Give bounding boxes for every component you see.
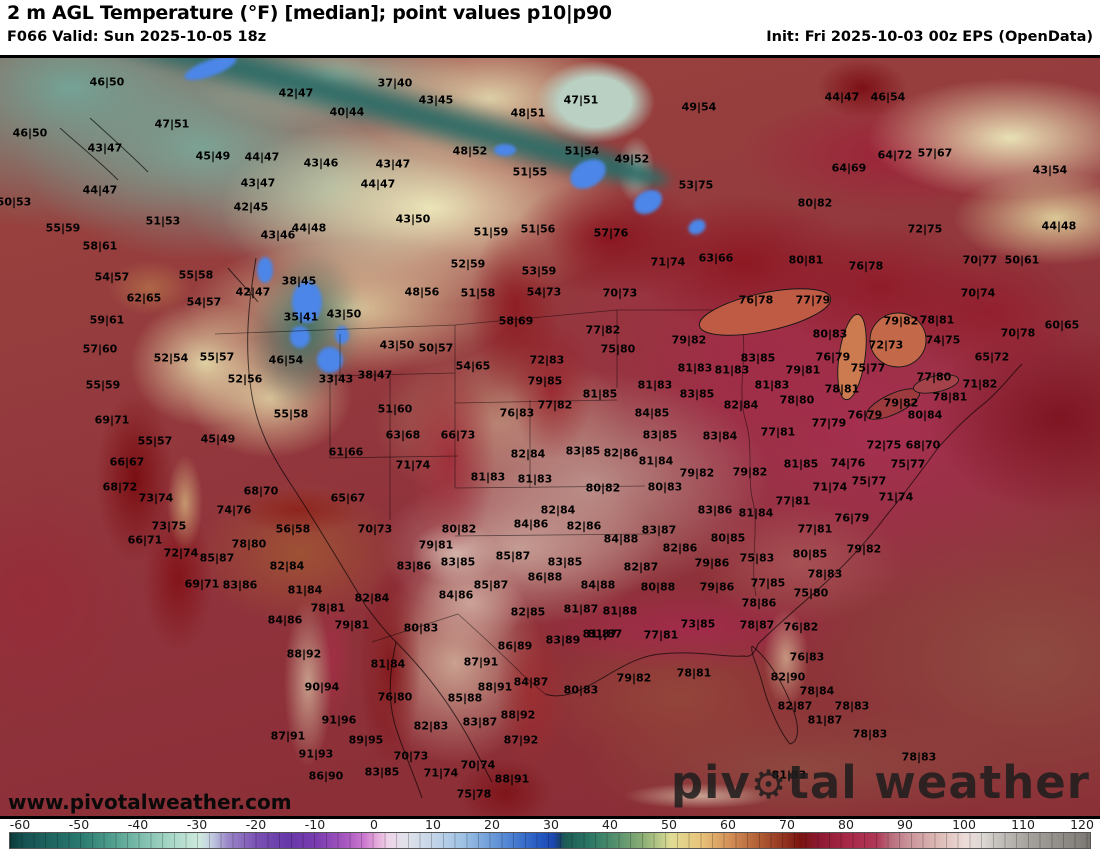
page-title: 2 m AGL Temperature (°F) [median]; point… — [7, 2, 612, 24]
pivotalweather-logo: piv⚙tal weather — [671, 760, 1090, 806]
temperature-field — [0, 58, 1100, 816]
colorbar-tick: -20 — [245, 817, 267, 832]
colorbar-tick: 30 — [543, 817, 559, 832]
colorbar-tick: -60 — [9, 817, 31, 832]
colorbar-tick: 50 — [661, 817, 677, 832]
colorbar-tick: 40 — [602, 817, 618, 832]
colorbar-tick: 90 — [897, 817, 913, 832]
header: 2 m AGL Temperature (°F) [median]; point… — [0, 0, 1100, 56]
colorbar-tick: 110 — [1011, 817, 1035, 832]
temperature-colorbar — [9, 832, 1091, 849]
logo-text-post: tal weather — [787, 756, 1090, 809]
colorbar-tick-labels: -60 -50 -40 -30 -20 -10 0 10 20 30 40 50 60 70 80 90 100… — [0, 817, 1100, 832]
colorbar-tick: 80 — [838, 817, 854, 832]
colorbar-tick: 100 — [952, 817, 976, 832]
logo-text-pre: piv — [670, 756, 751, 809]
colorbar-tick: -40 — [127, 817, 149, 832]
colorbar-tick: 0 — [370, 817, 378, 832]
colorbar-tick: 10 — [425, 817, 441, 832]
colorbar-tick: -50 — [68, 817, 90, 832]
gear-icon: ⚙ — [750, 762, 788, 808]
init-time-label: Init: Fri 2025-10-03 00z EPS (OpenData) — [766, 29, 1093, 45]
website-watermark: www.pivotalweather.com — [8, 790, 292, 814]
colorbar-segments — [10, 833, 1090, 848]
colorbar-tick: 20 — [484, 817, 500, 832]
colorbar-tick: 120 — [1070, 817, 1094, 832]
valid-time-label: F066 Valid: Sun 2025-10-05 18z — [7, 29, 267, 45]
temperature-map — [0, 55, 1100, 819]
colorbar-tick: 60 — [720, 817, 736, 832]
colorbar-tick: -10 — [304, 817, 326, 832]
colorbar-tick: -30 — [186, 817, 208, 832]
colorbar-tick: 70 — [779, 817, 795, 832]
